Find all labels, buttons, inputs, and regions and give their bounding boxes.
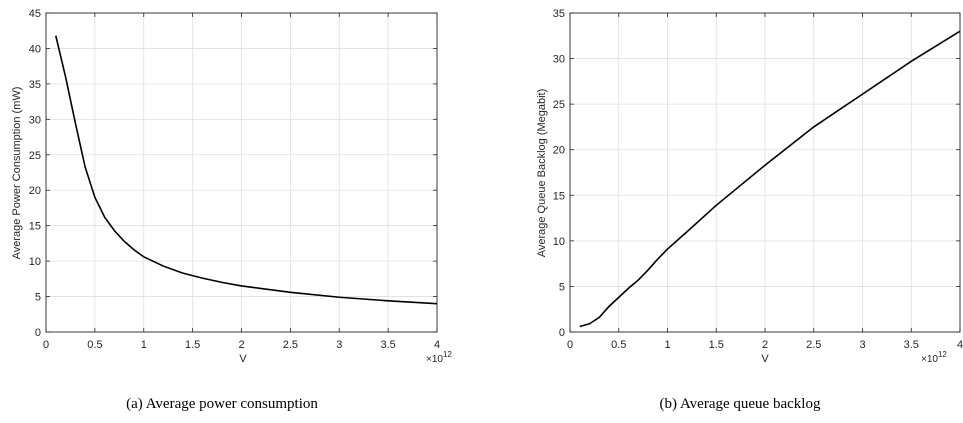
chart-queue-backlog: 0 0.5 1 1.5 2 2.5 3 3.5 4 0 5 10 15 20 25 30 35 V Averag… (536, 8, 963, 412)
y-tick-label: 30 (29, 114, 41, 126)
y-tick-label: 35 (29, 79, 41, 91)
x-axis-label: V (761, 353, 769, 365)
x-tick-label: 4 (434, 339, 440, 351)
x-tick-label: 1 (141, 339, 147, 351)
caption: (a) Average power consumption (126, 396, 318, 412)
y-tick-label: 30 (553, 54, 565, 66)
y-tick-label: 40 (29, 43, 41, 55)
x-tick-label: 0 (567, 339, 573, 351)
x-axis-label: V (239, 353, 247, 365)
y-tick-label: 10 (553, 236, 565, 248)
x-tick-label: 1 (664, 339, 670, 351)
tick-labels: 0 0.5 1 1.5 2 2.5 3 3.5 4 0 5 10 15 20 25 30 35 (553, 8, 963, 351)
x-axis-multiplier: ×1012 (426, 350, 452, 365)
x-tick-label: 0.5 (611, 339, 626, 351)
x-tick-label: 2 (762, 339, 768, 351)
x-tick-label: 2.5 (806, 339, 821, 351)
x-tick-label: 0 (43, 339, 49, 351)
gridlines (569, 12, 961, 333)
x-axis-multiplier: ×1012 (921, 350, 947, 365)
y-tick-label: 10 (29, 256, 41, 268)
y-axis-label: Average Queue Backlog (Megabit) (536, 89, 548, 258)
y-tick-label: 20 (29, 185, 41, 197)
x-tick-label: 1.5 (185, 339, 200, 351)
y-axis-label: Average Power Consumption (mW) (11, 87, 23, 260)
y-tick-label: 15 (29, 221, 41, 233)
x-tick-label: 3 (859, 339, 865, 351)
caption: (b) Average queue backlog (660, 396, 821, 412)
y-tick-label: 25 (553, 99, 565, 111)
y-tick-label: 0 (559, 327, 565, 339)
series-line (54, 35, 438, 305)
y-tick-label: 25 (29, 150, 41, 162)
x-tick-label: 3.5 (904, 339, 919, 351)
x-tick-label: 2.5 (283, 339, 298, 351)
axes (569, 12, 961, 333)
x-tick-label: 2 (238, 339, 244, 351)
y-tick-label: 35 (553, 8, 565, 20)
x-tick-label: 1.5 (709, 339, 724, 351)
series-line (579, 30, 961, 328)
y-tick-label: 5 (559, 281, 565, 293)
y-tick-label: 15 (553, 190, 565, 202)
x-tick-label: 0.5 (87, 339, 102, 351)
y-tick-label: 5 (35, 292, 41, 304)
axes-frame (569, 12, 961, 333)
x-tick-label: 3 (336, 339, 342, 351)
y-tick-label: 45 (29, 8, 41, 20)
gridlines (45, 12, 438, 333)
axes-frame (45, 12, 438, 333)
axes (45, 12, 438, 333)
x-tick-label: 3.5 (380, 339, 395, 351)
x-tick-label: 4 (957, 339, 963, 351)
y-tick-label: 20 (553, 145, 565, 157)
y-tick-label: 0 (35, 327, 41, 339)
